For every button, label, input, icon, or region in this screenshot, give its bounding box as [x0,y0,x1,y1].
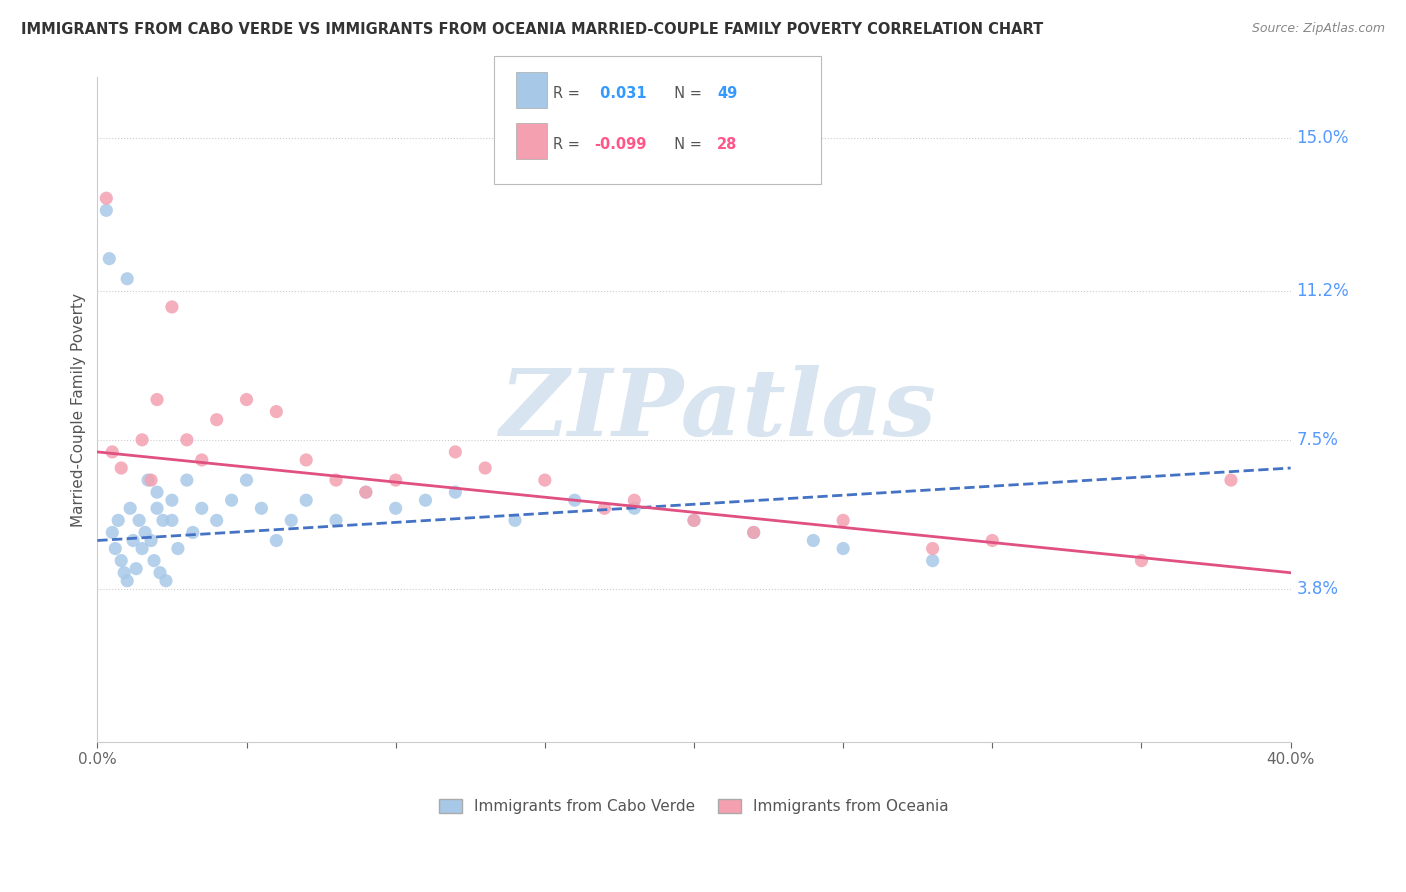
Text: -0.099: -0.099 [595,136,647,152]
Point [205,413,228,427]
Point [146,501,169,516]
Point [136,473,159,487]
Point [221,493,243,508]
Point [295,493,318,508]
Point [832,513,855,527]
Point [742,525,765,540]
Point [250,501,273,516]
Point [623,501,645,516]
Point [112,566,135,580]
Point [101,525,124,540]
Text: R =: R = [553,86,583,101]
Point [742,525,765,540]
Point [120,501,142,516]
Text: IMMIGRANTS FROM CABO VERDE VS IMMIGRANTS FROM OCEANIA MARRIED-COUPLE FAMILY POVE: IMMIGRANTS FROM CABO VERDE VS IMMIGRANTS… [21,22,1043,37]
Text: N =: N = [665,86,707,101]
Point [167,541,190,556]
Point [139,473,162,487]
Point [101,445,124,459]
Text: 0.031: 0.031 [595,86,647,101]
Text: 3.8%: 3.8% [1296,580,1339,598]
Point [981,533,1004,548]
Point [128,513,150,527]
Point [146,485,169,500]
Text: N =: N = [665,136,707,152]
Point [235,473,257,487]
Point [280,513,302,527]
Point [96,191,118,205]
Point [115,272,138,286]
Point [110,554,132,568]
Point [354,485,377,500]
Point [683,513,706,527]
Text: 49: 49 [717,86,737,101]
Point [564,493,586,508]
Y-axis label: Married-Couple Family Poverty: Married-Couple Family Poverty [72,293,86,526]
Point [160,493,183,508]
Point [96,203,118,218]
Point [832,541,855,556]
Point [176,473,198,487]
Point [125,562,148,576]
Point [235,392,257,407]
Point [415,493,437,508]
Text: 7.5%: 7.5% [1296,431,1339,449]
Point [191,501,214,516]
Text: R =: R = [553,136,583,152]
Point [683,513,706,527]
Legend: Immigrants from Cabo Verde, Immigrants from Oceania: Immigrants from Cabo Verde, Immigrants f… [433,793,955,821]
Point [384,501,406,516]
Point [104,541,127,556]
Point [131,541,153,556]
Point [143,554,166,568]
Point [122,533,145,548]
Text: Source: ZipAtlas.com: Source: ZipAtlas.com [1251,22,1385,36]
Point [176,433,198,447]
Point [134,525,156,540]
Point [110,461,132,475]
Point [295,453,318,467]
Point [623,493,645,508]
Point [474,461,496,475]
Point [503,513,526,527]
Point [354,485,377,500]
Point [593,501,616,516]
Point [921,554,943,568]
Point [266,533,288,548]
Point [181,525,204,540]
Point [921,541,943,556]
Point [384,473,406,487]
Point [139,533,162,548]
Point [325,513,347,527]
Point [98,252,121,266]
Point [152,513,174,527]
Point [160,513,183,527]
Point [1220,473,1243,487]
Point [444,485,467,500]
Text: 11.2%: 11.2% [1296,282,1350,300]
Point [801,533,824,548]
Point [149,566,172,580]
Point [155,574,177,588]
Point [325,473,347,487]
Text: 15.0%: 15.0% [1296,128,1350,147]
Point [131,433,153,447]
Point [115,574,138,588]
Text: ZIPatlas: ZIPatlas [499,365,936,455]
Point [266,404,288,418]
Point [534,473,557,487]
Point [146,392,169,407]
Point [107,513,129,527]
Point [191,453,214,467]
Point [444,445,467,459]
Text: 28: 28 [717,136,737,152]
Point [160,300,183,314]
Point [1130,554,1153,568]
Point [205,513,228,527]
